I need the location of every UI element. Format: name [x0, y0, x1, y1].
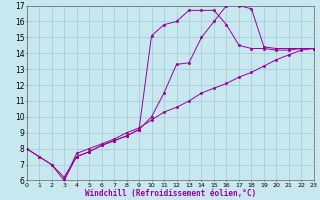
X-axis label: Windchill (Refroidissement éolien,°C): Windchill (Refroidissement éolien,°C) [85, 189, 256, 198]
